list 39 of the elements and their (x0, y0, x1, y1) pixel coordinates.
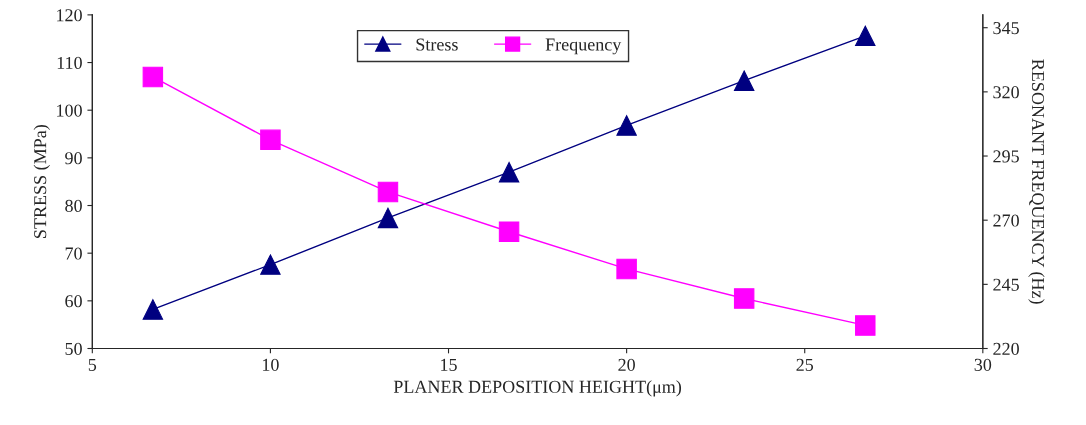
legend-label: Frequency (545, 38, 622, 55)
legend-label: Stress (416, 38, 458, 51)
point (855, 25, 876, 47)
y-tick-label: 100 (57, 104, 82, 117)
y2-tick-label: 270 (993, 214, 1019, 227)
x-axis-title: PLANER DEPOSITION HEIGHT(μm) (393, 380, 682, 397)
x-tick-label: 10 (262, 358, 279, 371)
point (733, 288, 755, 309)
y2-axis-title: RESONANT FREQUENCY (Hz) (1028, 59, 1045, 304)
point (616, 258, 637, 280)
y-tick-label: 70 (65, 247, 82, 260)
point (377, 181, 399, 203)
y-tick-label: 120 (57, 9, 82, 22)
point (498, 161, 520, 183)
point (377, 207, 399, 229)
point (855, 315, 876, 336)
point (142, 66, 164, 88)
point (733, 70, 755, 91)
x-tick-label: 30 (974, 358, 992, 371)
y2-tick-label: 295 (993, 150, 1019, 163)
y-tick-label: 80 (65, 199, 82, 212)
y2-tick-label: 245 (993, 278, 1019, 291)
y-axis-title: STRESS (MPa) (33, 125, 50, 238)
y-tick-label: 90 (65, 152, 82, 165)
y2-tick-label: 320 (993, 86, 1019, 99)
y2-tick-label: 220 (993, 342, 1019, 355)
point (616, 115, 637, 136)
y-tick-label: 50 (65, 342, 82, 355)
point (260, 254, 281, 275)
y-tick-label: 60 (65, 295, 82, 308)
x-tick-label: 25 (796, 358, 814, 371)
point (260, 129, 281, 151)
x-tick-label: 5 (88, 358, 97, 371)
y-tick-label: 110 (57, 56, 82, 69)
point (142, 299, 164, 320)
y2-tick-label: 345 (993, 22, 1019, 35)
x-tick-label: 15 (441, 358, 457, 371)
x-tick-label: 20 (618, 358, 635, 371)
point (498, 221, 520, 242)
